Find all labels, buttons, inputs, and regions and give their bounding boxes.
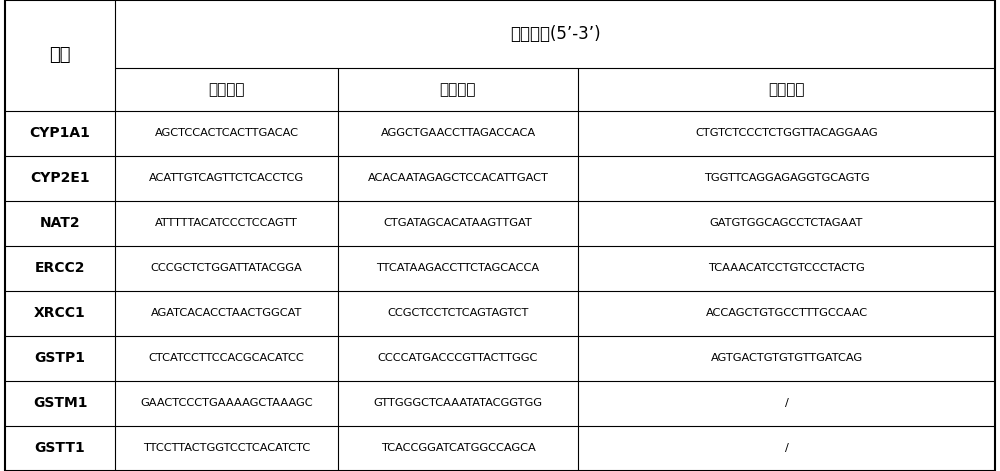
Text: TGGTTCAGGAGAGGTGCAGTG: TGGTTCAGGAGAGGTGCAGTG — [704, 173, 869, 183]
Text: /: / — [785, 444, 788, 454]
Text: ACACAATAGAGCTCCACATTGACT: ACACAATAGAGCTCCACATTGACT — [368, 173, 548, 183]
Text: CCGCTCCTCTCAGTAGTCT: CCGCTCCTCTCAGTAGTCT — [387, 309, 529, 318]
Text: NAT2: NAT2 — [40, 216, 80, 230]
Text: AGGCTGAACCTTAGACCACA: AGGCTGAACCTTAGACCACA — [380, 128, 536, 138]
Text: 上游引物: 上游引物 — [208, 82, 245, 97]
Text: AGATCACACCTAACTGGCAT: AGATCACACCTAACTGGCAT — [151, 309, 302, 318]
Text: TCAAACATCCTGTCCCTACTG: TCAAACATCCTGTCCCTACTG — [708, 263, 865, 273]
Text: 基因: 基因 — [49, 46, 71, 65]
Text: GTTGGGCTCAAATATACGGTGG: GTTGGGCTCAAATATACGGTGG — [373, 398, 542, 408]
Text: ACATTGTCAGTTCTCACCTCG: ACATTGTCAGTTCTCACCTCG — [149, 173, 304, 183]
Text: TTCCTTACTGGTCCTCACATCTC: TTCCTTACTGGTCCTCACATCTC — [143, 444, 310, 454]
Text: AGTGACTGTGTGTTGATCAG: AGTGACTGTGTGTTGATCAG — [710, 353, 863, 364]
Text: CTCATCCTTCCACGCACATCC: CTCATCCTTCCACGCACATCC — [149, 353, 304, 364]
Text: CCCCATGACCCGTTACTTGGC: CCCCATGACCCGTTACTTGGC — [378, 353, 538, 364]
Text: CYP1A1: CYP1A1 — [30, 126, 90, 140]
Text: /: / — [785, 398, 788, 408]
Text: XRCC1: XRCC1 — [34, 306, 86, 320]
Text: GSTM1: GSTM1 — [33, 397, 87, 410]
Text: ACCAGCTGTGCCTTTGCCAAC: ACCAGCTGTGCCTTTGCCAAC — [705, 309, 868, 318]
Text: GAACTCCCTGAAAAGCTAAAGC: GAACTCCCTGAAAAGCTAAAGC — [140, 398, 313, 408]
Text: ATTTTTACATCCCTCCAGTT: ATTTTTACATCCCTCCAGTT — [155, 218, 298, 228]
Text: 测序引物: 测序引物 — [768, 82, 805, 97]
Text: CCCGCTCTGGATTATACGGA: CCCGCTCTGGATTATACGGA — [151, 263, 302, 273]
Text: ERCC2: ERCC2 — [35, 261, 85, 276]
Text: TCACCGGATCATGGCCAGCA: TCACCGGATCATGGCCAGCA — [381, 444, 535, 454]
Text: CYP2E1: CYP2E1 — [30, 171, 90, 185]
Text: GATGTGGCAGCCTCTAGAAT: GATGTGGCAGCCTCTAGAAT — [710, 218, 863, 228]
Text: CTGTCTCCCTCTGGTTACAGGAAG: CTGTCTCCCTCTGGTTACAGGAAG — [695, 128, 878, 138]
Text: CTGATAGCACATAAGTTGAT: CTGATAGCACATAAGTTGAT — [384, 218, 532, 228]
Text: GSTT1: GSTT1 — [35, 441, 85, 455]
Text: GSTP1: GSTP1 — [35, 351, 86, 365]
Text: 下游引物: 下游引物 — [440, 82, 476, 97]
Text: TTCATAAGACCTTCTAGCACCA: TTCATAAGACCTTCTAGCACCA — [376, 263, 540, 273]
Text: 引物序列(5’-3’): 引物序列(5’-3’) — [510, 25, 600, 43]
Text: AGCTCCACTCACTTGACAC: AGCTCCACTCACTTGACAC — [154, 128, 298, 138]
